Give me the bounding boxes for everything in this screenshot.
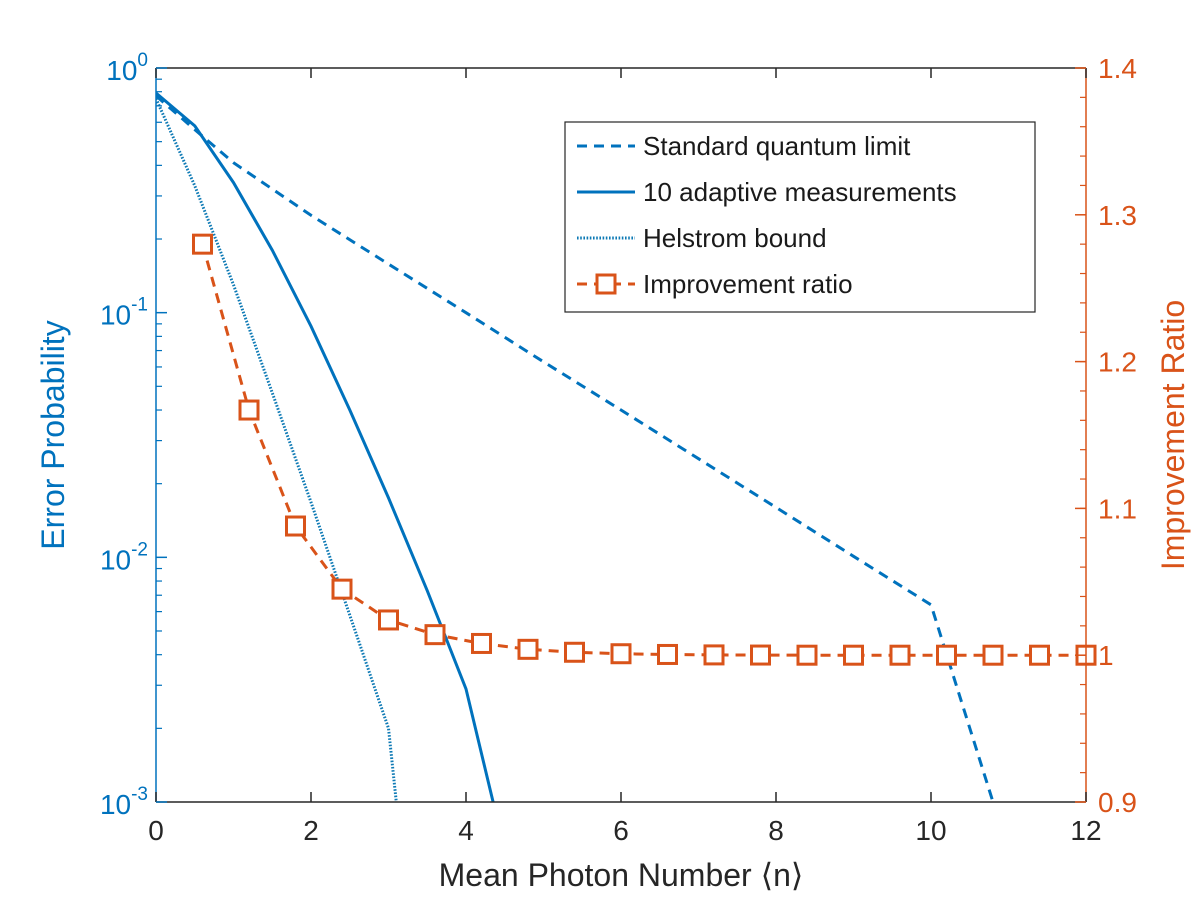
- improvement-ratio-marker: [657, 643, 678, 665]
- improvement-ratio-marker: [982, 644, 1004, 666]
- y-left-tick-label: 10-1: [100, 295, 148, 331]
- y-right-tick-label: 1.2: [1098, 347, 1137, 378]
- improvement-ratio-marker: [192, 233, 213, 255]
- x-tick-label: 8: [768, 815, 784, 846]
- legend-box: [564, 121, 1036, 313]
- improvement-ratio-marker: [936, 644, 957, 666]
- improvement-ratio-marker: [238, 399, 260, 421]
- y-left-axis-title: Error Probability: [35, 320, 71, 549]
- improvement-ratio-marker: [889, 644, 911, 666]
- y-right-tick-label: 1.1: [1098, 493, 1137, 524]
- y-right-tick-label: 0.9: [1098, 787, 1137, 818]
- series-line-standard-quantum-limit: [156, 94, 995, 802]
- improvement-ratio-marker: [285, 515, 306, 537]
- improvement-ratio-marker: [517, 638, 539, 660]
- y-left-tick-label: 10-3: [100, 784, 148, 820]
- legend-entry-label: Helstrom bound: [643, 223, 827, 253]
- y-right-tick-label: 1: [1098, 640, 1114, 671]
- y-right-tick-label: 1.4: [1098, 53, 1137, 84]
- y-left-tick-label: 10-2: [100, 539, 148, 575]
- x-tick-label: 2: [303, 815, 319, 846]
- x-tick-label: 6: [613, 815, 629, 846]
- improvement-ratio-marker: [564, 641, 585, 663]
- x-tick-label: 4: [458, 815, 474, 846]
- improvement-ratio-marker: [471, 632, 492, 654]
- series-line-helstrom-bound: [156, 97, 398, 802]
- improvement-ratio-marker: [796, 644, 818, 666]
- plot-lines: [156, 91, 1086, 802]
- y-right-tick-label: 1.3: [1098, 200, 1137, 231]
- legend-entry-label: Standard quantum limit: [643, 131, 911, 161]
- improvement-ratio-marker: [843, 644, 864, 666]
- improvement-ratio-marker: [1029, 644, 1050, 666]
- legend-entry-label: 10 adaptive measurements: [643, 177, 957, 207]
- axes: 0 2 4 6 8 10 12 100 10-1 10-2 10-3 1.4 1.3 1.2 1.1 1 0.9: [100, 50, 1137, 846]
- y-right-axis-title: Improvement Ratio: [1155, 300, 1191, 570]
- improvement-ratio-marker: [610, 643, 632, 665]
- markers: [192, 233, 1097, 666]
- series-line-10-adaptive-measurements: [156, 91, 495, 802]
- x-axis-title: Mean Photon Number ⟨n⟩: [439, 857, 804, 893]
- x-tick-label: 12: [1070, 815, 1101, 846]
- improvement-ratio-marker: [750, 644, 771, 666]
- legend-swatch-marker: [595, 273, 617, 295]
- improvement-ratio-marker: [424, 624, 446, 646]
- improvement-ratio-marker: [331, 578, 353, 600]
- y-left-tick-label: 100: [106, 50, 148, 86]
- legend-entry-label: Improvement ratio: [643, 269, 853, 299]
- legend: Standard quantum limit 10 adaptive measur…: [564, 121, 1036, 313]
- improvement-ratio-marker: [703, 644, 725, 666]
- improvement-ratio-marker: [378, 609, 399, 631]
- x-tick-label: 0: [148, 815, 164, 846]
- x-tick-label: 10: [915, 815, 946, 846]
